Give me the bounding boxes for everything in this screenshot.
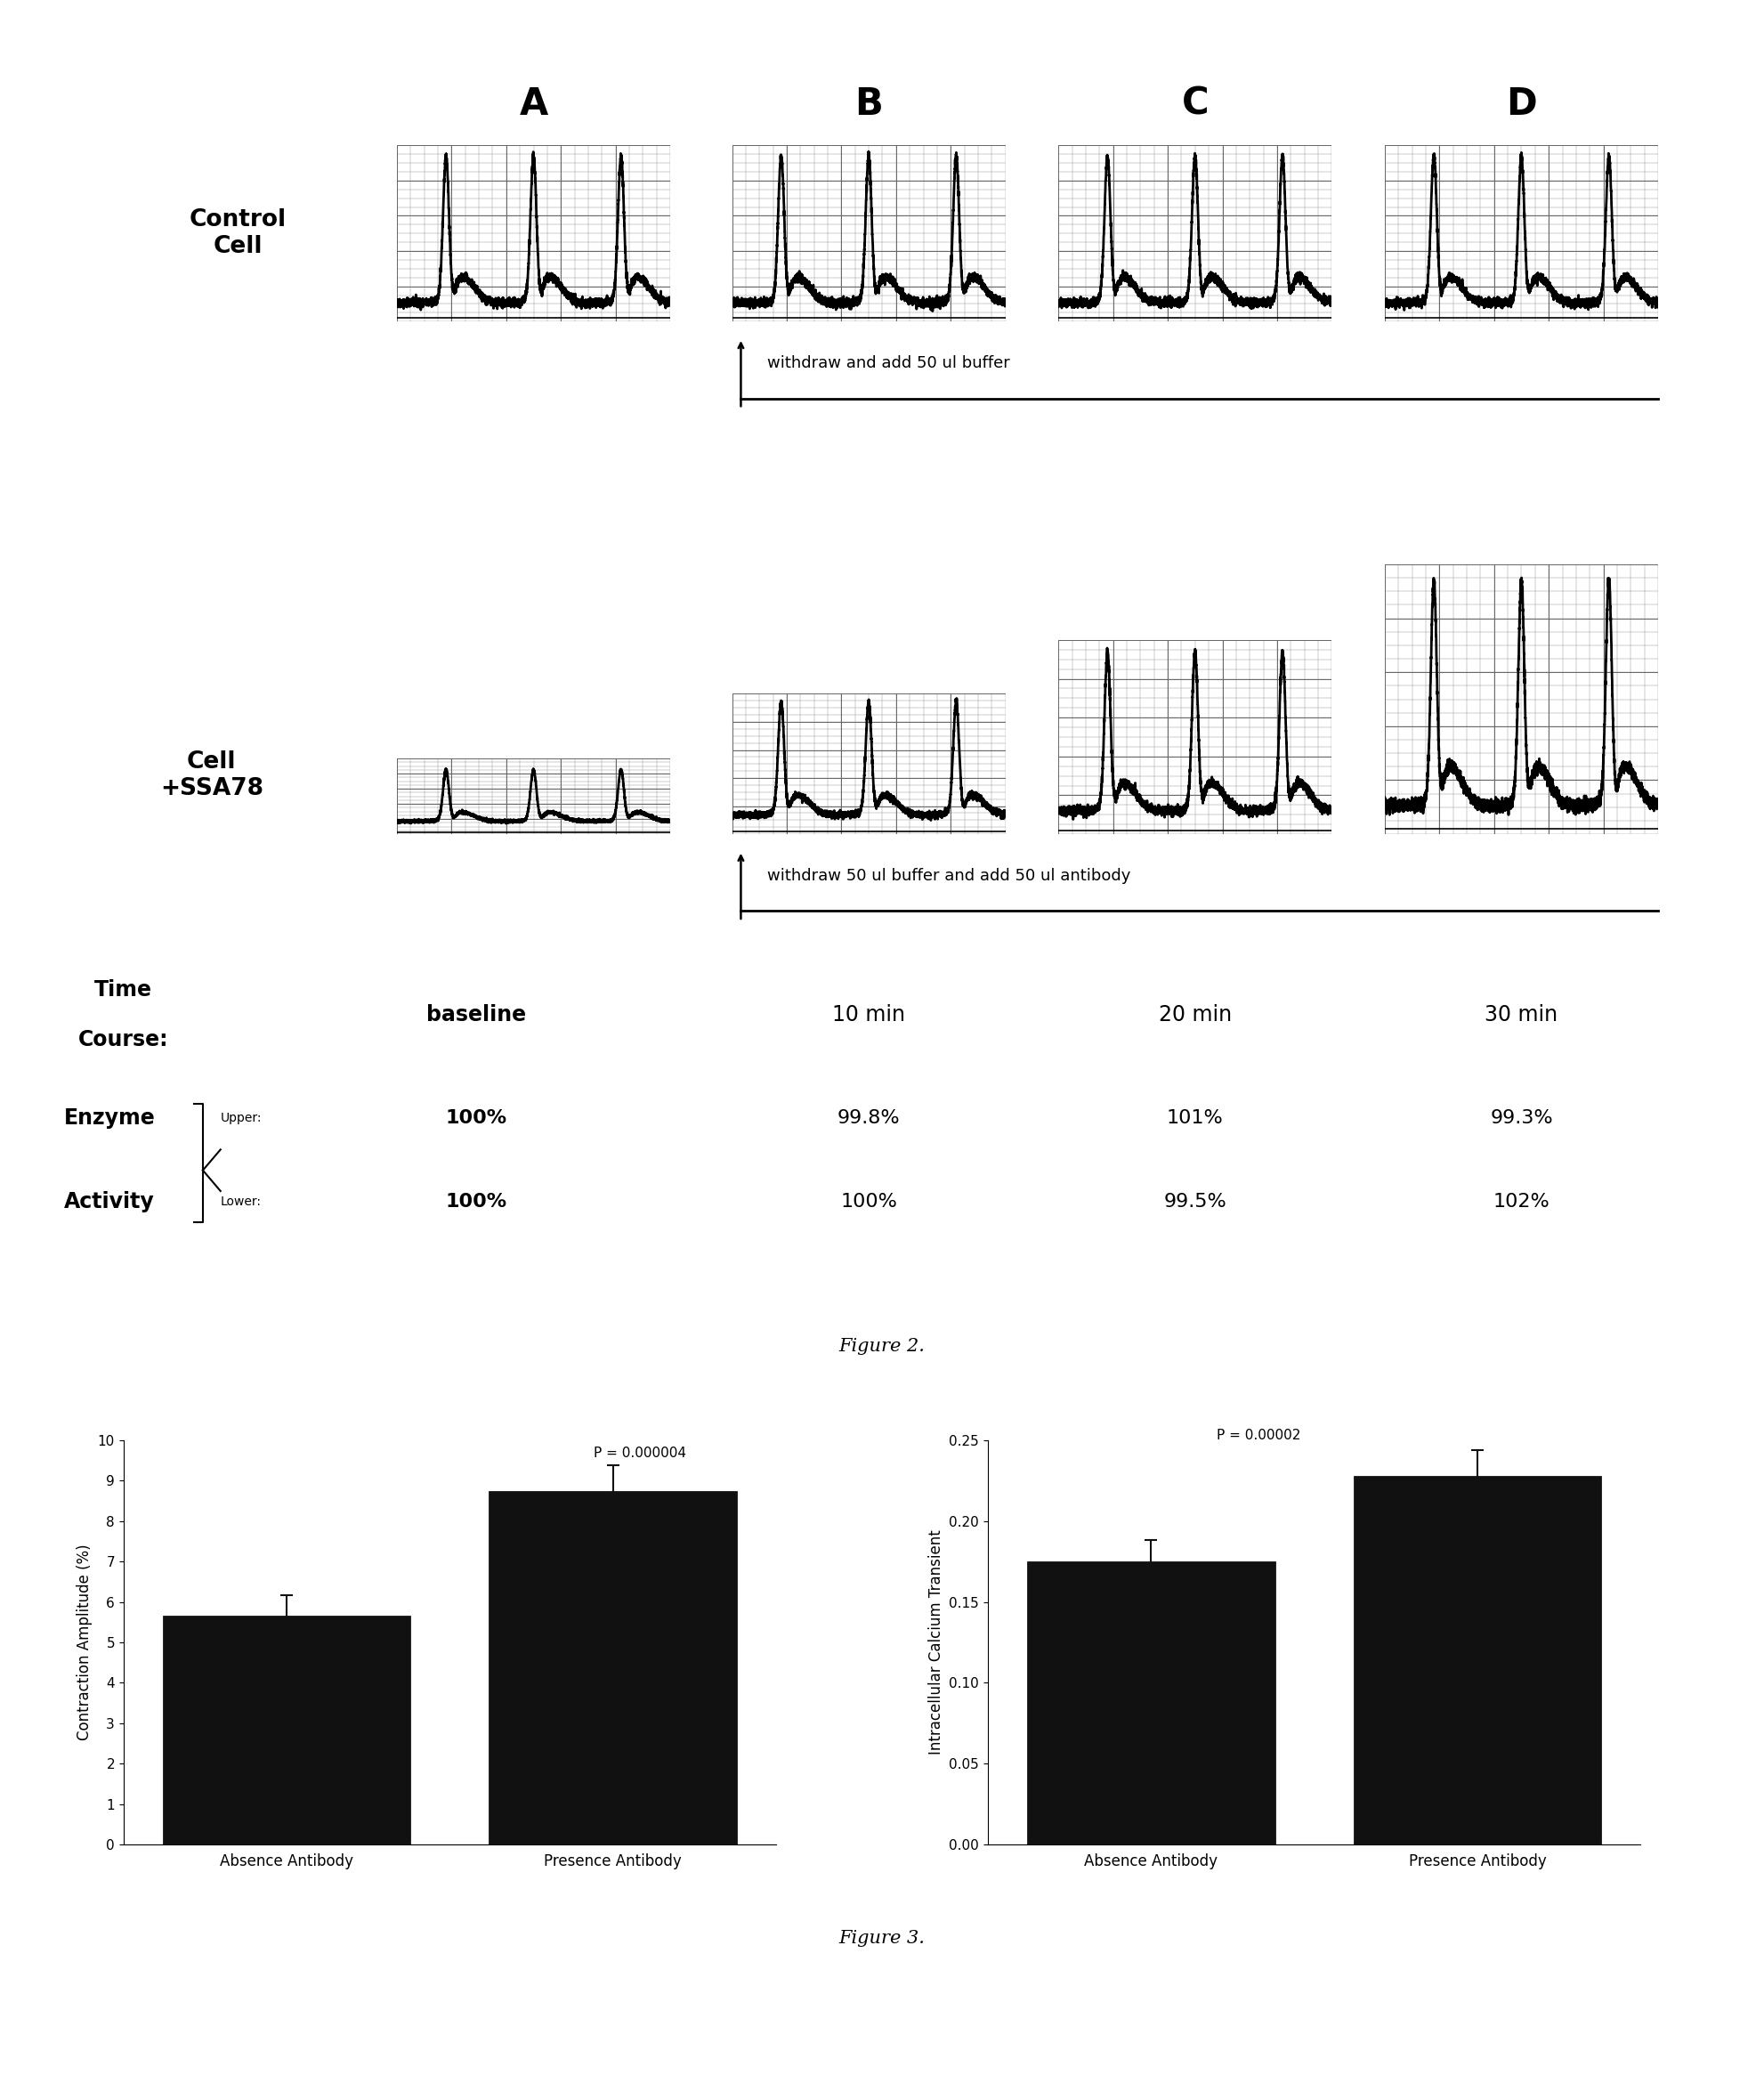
- Text: 99.5%: 99.5%: [1164, 1193, 1226, 1210]
- Text: 101%: 101%: [1166, 1110, 1224, 1127]
- Text: Control
Cell: Control Cell: [189, 208, 288, 259]
- Text: Enzyme: Enzyme: [64, 1108, 155, 1129]
- Text: 99.3%: 99.3%: [1491, 1110, 1552, 1127]
- Text: 10 min: 10 min: [833, 1004, 905, 1025]
- Text: Upper:: Upper:: [220, 1112, 261, 1125]
- Bar: [489, 1490, 737, 1845]
- Text: Course:: Course:: [78, 1029, 169, 1050]
- Text: 30 min: 30 min: [1485, 1004, 1558, 1025]
- Text: Cell
+SSA78: Cell +SSA78: [161, 751, 263, 801]
- Text: 100%: 100%: [840, 1193, 898, 1210]
- Bar: [1027, 1562, 1275, 1845]
- Bar: [1353, 1475, 1602, 1845]
- Text: Activity: Activity: [64, 1191, 155, 1212]
- Text: P = 0.00002: P = 0.00002: [1217, 1428, 1300, 1442]
- Y-axis label: Contraction Amplitude (%): Contraction Amplitude (%): [76, 1544, 93, 1741]
- Text: 20 min: 20 min: [1159, 1004, 1231, 1025]
- Text: B: B: [854, 85, 884, 122]
- Text: baseline: baseline: [427, 1004, 526, 1025]
- Text: Figure 3.: Figure 3.: [840, 1930, 924, 1946]
- Text: A: A: [519, 85, 549, 122]
- Text: withdraw and add 50 ul buffer: withdraw and add 50 ul buffer: [767, 355, 1011, 371]
- Text: Time: Time: [95, 979, 152, 1000]
- Bar: [162, 1616, 411, 1845]
- Text: C: C: [1182, 85, 1208, 122]
- Text: 99.8%: 99.8%: [838, 1110, 900, 1127]
- Text: D: D: [1506, 85, 1536, 122]
- Text: P = 0.000004: P = 0.000004: [593, 1446, 686, 1459]
- Text: 102%: 102%: [1492, 1193, 1551, 1210]
- Text: Figure 2.: Figure 2.: [840, 1338, 924, 1355]
- Text: withdraw 50 ul buffer and add 50 ul antibody: withdraw 50 ul buffer and add 50 ul anti…: [767, 867, 1131, 884]
- Text: Lower:: Lower:: [220, 1195, 261, 1208]
- Text: 100%: 100%: [446, 1193, 506, 1210]
- Y-axis label: Intracellular Calcium Transient: Intracellular Calcium Transient: [928, 1529, 944, 1755]
- Text: 100%: 100%: [446, 1110, 506, 1127]
